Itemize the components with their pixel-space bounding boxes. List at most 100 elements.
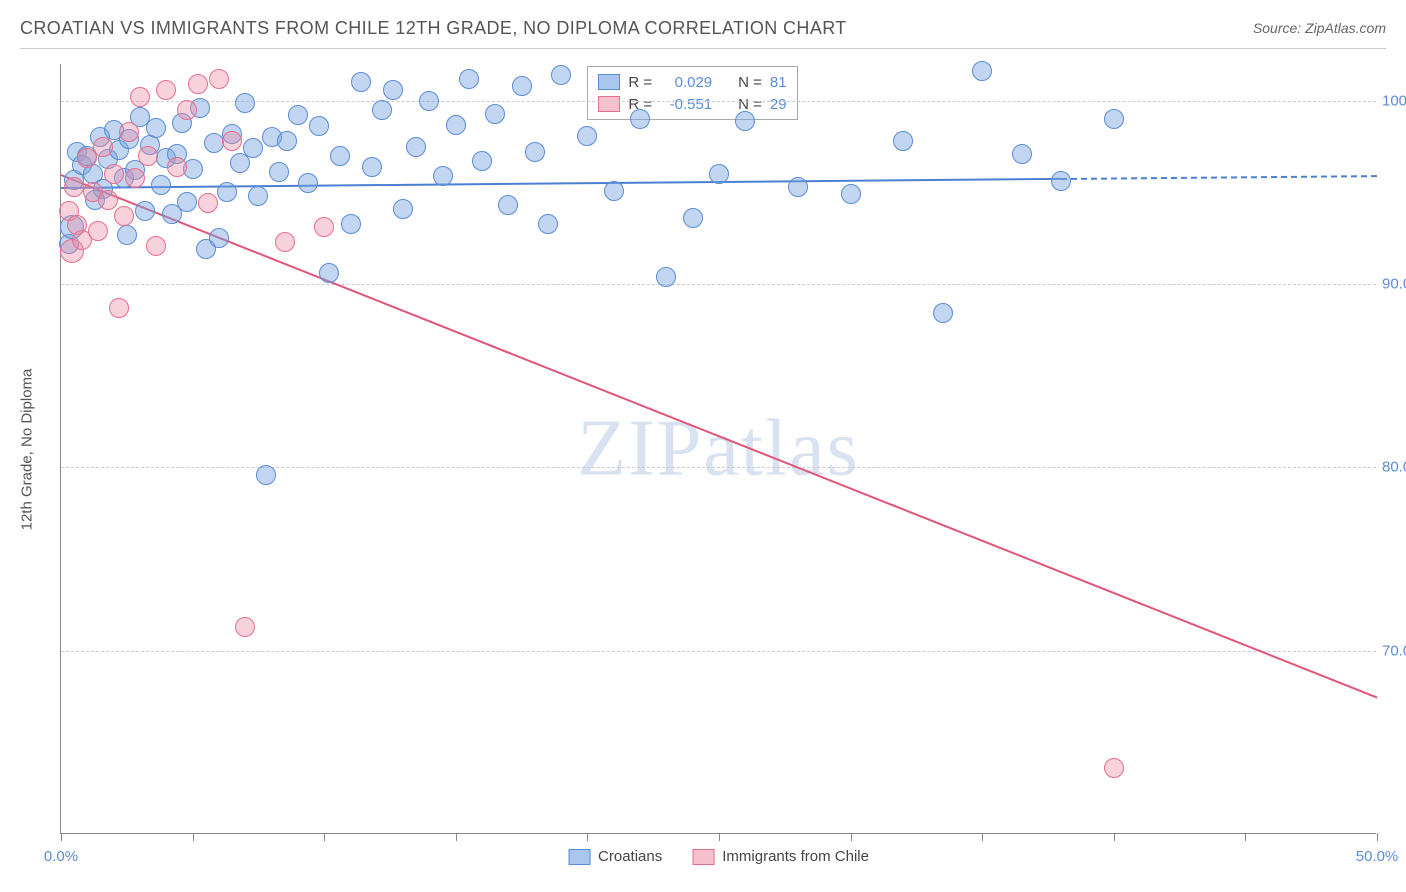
data-point [109,298,129,318]
data-point [604,181,624,201]
data-point [630,109,650,129]
data-point [314,217,334,237]
n-label: N = [738,96,762,113]
data-point [577,126,597,146]
data-point [1104,109,1124,129]
data-point [93,137,113,157]
x-tick-label: 0.0% [44,848,78,865]
chart-title: CROATIAN VS IMMIGRANTS FROM CHILE 12TH G… [20,18,847,38]
n-value: 81 [770,74,787,91]
x-tick [982,833,983,841]
data-point [309,116,329,136]
n-label: N = [738,74,762,91]
data-point [135,201,155,221]
x-tick [587,833,588,841]
trend-line [1061,175,1377,180]
data-point [88,221,108,241]
data-point [419,91,439,111]
data-point [209,228,229,248]
data-point [735,111,755,131]
source-label: Source: ZipAtlas.com [1253,20,1386,36]
data-point [341,214,361,234]
data-point [1051,171,1071,191]
data-point [277,131,297,151]
data-point [269,162,289,182]
watermark: ZIPatlas [577,403,860,494]
data-point [125,168,145,188]
data-point [117,225,137,245]
trend-line [61,174,1378,698]
data-point [362,157,382,177]
data-point [177,100,197,120]
data-point [893,131,913,151]
legend-item: Croatians [568,848,662,865]
data-point [217,182,237,202]
legend-item: Immigrants from Chile [692,848,869,865]
x-tick [324,833,325,841]
data-point [372,100,392,120]
legend-row: R = 0.029 N = 81 [598,71,786,93]
legend-swatch [598,74,620,90]
r-label: R = [628,74,652,91]
x-tick [1377,833,1378,841]
data-point [156,80,176,100]
data-point [1012,144,1032,164]
data-point [198,193,218,213]
gridline [61,101,1376,102]
data-point [459,69,479,89]
r-value: 0.029 [660,74,712,91]
data-point [275,232,295,252]
data-point [972,61,992,81]
x-tick [61,833,62,841]
x-tick [456,833,457,841]
data-point [1104,758,1124,778]
legend-row: R =-0.551N =29 [598,93,786,115]
data-point [64,177,84,197]
data-point [130,87,150,107]
data-point [119,122,139,142]
data-point [406,137,426,157]
data-point [485,104,505,124]
data-point [146,236,166,256]
legend-label: Croatians [598,848,662,865]
header-divider [20,48,1386,49]
data-point [933,303,953,323]
data-point [512,76,532,96]
data-point [393,199,413,219]
data-point [243,138,263,158]
x-tick [1245,833,1246,841]
y-axis-label: 12th Grade, No Diploma [19,368,36,530]
correlation-legend: R = 0.029 N = 81R = -0.551 N = 29 [587,66,797,120]
data-point [177,192,197,212]
data-point [351,72,371,92]
y-tick-label: 90.0% [1382,276,1406,293]
data-point [138,146,158,166]
series-legend: Croatians Immigrants from Chile [568,848,869,865]
y-tick-label: 80.0% [1382,459,1406,476]
data-point [167,157,187,177]
scatter-plot: ZIPatlas R =0.029N =81R =-0.551N =29 Cro… [60,64,1376,834]
data-point [446,115,466,135]
x-tick [1114,833,1115,841]
legend-swatch [598,96,620,112]
data-point [256,465,276,485]
legend-label: Immigrants from Chile [722,848,869,865]
data-point [288,105,308,125]
data-point [209,69,229,89]
x-tick [851,833,852,841]
data-point [538,214,558,234]
n-value: 29 [770,96,787,113]
data-point [709,164,729,184]
data-point [146,118,166,138]
legend-swatch [568,849,590,865]
gridline [61,651,1376,652]
data-point [472,151,492,171]
data-point [551,65,571,85]
data-point [383,80,403,100]
data-point [114,206,134,226]
data-point [298,173,318,193]
x-tick [719,833,720,841]
data-point [235,617,255,637]
data-point [683,208,703,228]
r-value: -0.551 [660,96,712,113]
